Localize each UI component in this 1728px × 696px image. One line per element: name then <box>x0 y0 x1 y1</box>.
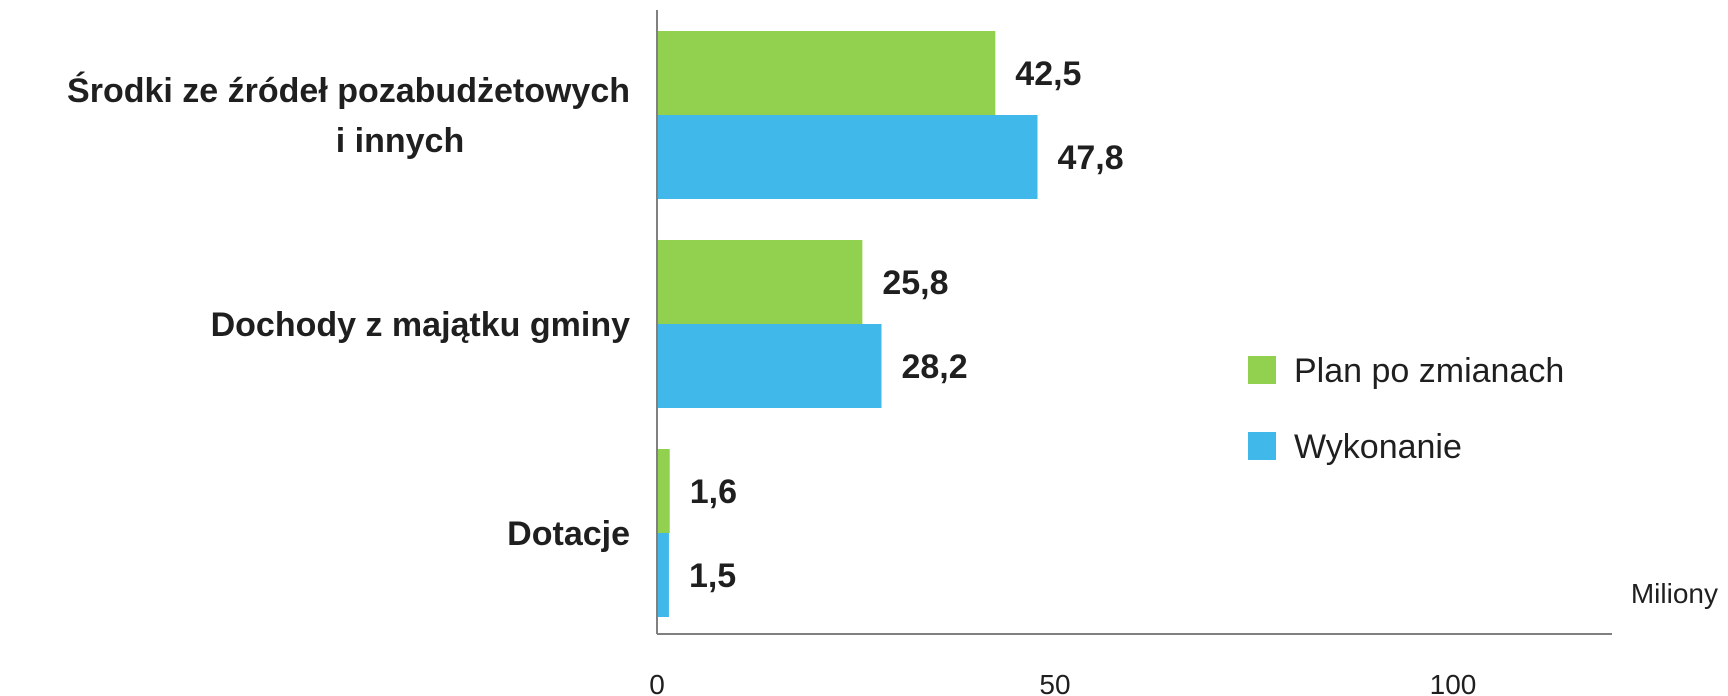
value-label-1-1: 28,2 <box>901 348 967 386</box>
bar-wykonanie-1 <box>657 324 882 408</box>
value-label-1-0: 47,8 <box>1057 139 1123 177</box>
x-axis-unit-label: Miliony <box>1631 578 1718 609</box>
value-label-0-1: 25,8 <box>882 264 948 302</box>
legend-swatch-wykonanie <box>1248 432 1276 460</box>
x-tick-label-50: 50 <box>1039 669 1070 696</box>
category-label-0-line-0: Środki ze źródeł pozabudżetowych <box>67 72 630 110</box>
bar-plan-1 <box>657 240 863 324</box>
bar-wykonanie-0 <box>657 115 1038 199</box>
value-label-0-0: 42,5 <box>1015 55 1081 93</box>
x-tick-label-0: 0 <box>649 669 665 696</box>
value-label-1-2: 1,5 <box>689 557 736 595</box>
category-labels-group: Środki ze źródeł pozabudżetowych i innych… <box>67 72 630 553</box>
legend-label-plan: Plan po zmianach <box>1294 352 1564 390</box>
value-labels-group: 42,5 47,8 25,8 28,2 1,6 1,5 <box>689 55 1124 595</box>
x-tick-label-100: 100 <box>1430 669 1477 696</box>
value-label-0-2: 1,6 <box>690 473 737 511</box>
bar-plan-0 <box>657 31 996 115</box>
bar-wykonanie-2 <box>657 533 669 617</box>
legend: Plan po zmianach Wykonanie <box>1248 352 1564 466</box>
bar-plan-2 <box>657 449 670 533</box>
x-tick-labels-group: 0 50 100 <box>649 669 1476 696</box>
bars-group <box>657 31 1038 617</box>
category-label-1-line-0: Dochody z majątku gminy <box>211 306 630 344</box>
legend-label-wykonanie: Wykonanie <box>1294 428 1462 466</box>
category-label-2-line-0: Dotacje <box>507 515 630 553</box>
legend-swatch-plan <box>1248 356 1276 384</box>
category-label-0-line-1: i innych <box>336 122 464 160</box>
